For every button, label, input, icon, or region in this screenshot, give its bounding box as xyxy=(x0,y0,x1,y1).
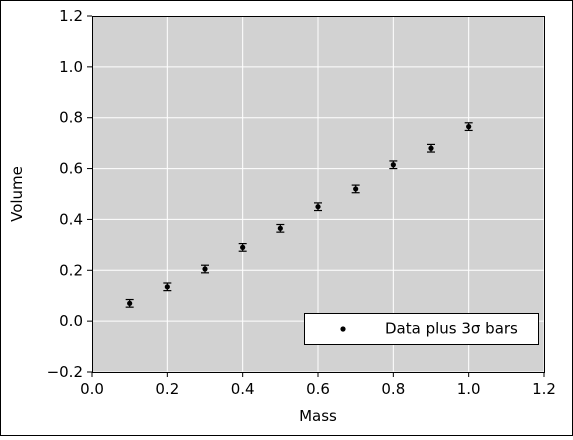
data-point xyxy=(315,204,321,210)
x-tick-label: 0.4 xyxy=(231,380,255,398)
data-point xyxy=(277,225,283,231)
legend-label: Data plus 3σ bars xyxy=(385,320,518,338)
legend-marker xyxy=(340,326,346,332)
y-tick-label: 1.2 xyxy=(59,7,83,25)
data-point xyxy=(164,284,170,290)
data-point xyxy=(202,266,208,272)
y-tick-label: 0.4 xyxy=(59,210,83,228)
legend-box xyxy=(304,313,539,345)
x-tick-label: 0.2 xyxy=(155,380,179,398)
x-tick-label: 0.0 xyxy=(80,380,104,398)
data-point xyxy=(466,124,472,130)
x-tick-label: 0.6 xyxy=(306,380,330,398)
data-point xyxy=(127,300,133,306)
x-axis-label: Mass xyxy=(299,407,337,425)
y-tick-label: 0.6 xyxy=(59,160,83,178)
data-series xyxy=(125,122,473,308)
legend: Data plus 3σ bars xyxy=(304,313,539,345)
data-point xyxy=(353,186,359,192)
y-axis-label: Volume xyxy=(8,166,26,222)
x-axis: 0.0 0.2 0.4 0.6 0.8 1.0 1.2 xyxy=(80,372,556,398)
y-axis: −0.2 0.0 0.2 0.4 0.6 0.8 1.0 1.2 xyxy=(47,7,92,381)
x-tick-label: 0.8 xyxy=(381,380,405,398)
y-tick-label: 1.0 xyxy=(59,58,83,76)
data-point xyxy=(240,244,246,250)
data-point xyxy=(428,145,434,151)
data-point xyxy=(390,162,396,168)
y-tick-label: −0.2 xyxy=(47,363,83,381)
y-tick-label: 0.8 xyxy=(59,109,83,127)
x-tick-label: 1.2 xyxy=(532,380,556,398)
y-tick-label: 0.0 xyxy=(59,312,83,330)
y-tick-label: 0.2 xyxy=(59,261,83,279)
x-tick-label: 1.0 xyxy=(457,380,481,398)
